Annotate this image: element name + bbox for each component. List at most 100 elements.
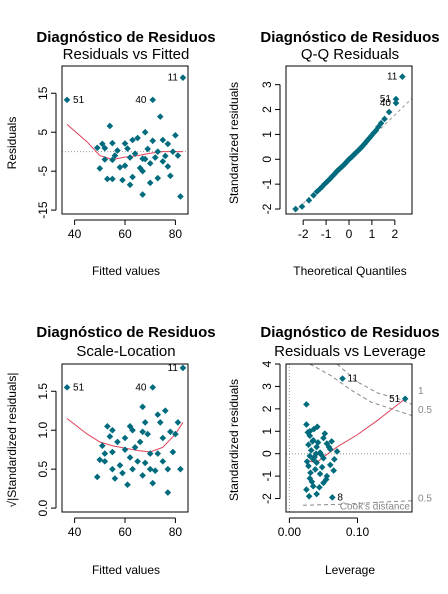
data-point <box>141 459 149 467</box>
data-point <box>320 454 327 462</box>
y-tick-label: 3 <box>260 81 274 88</box>
data-point <box>156 113 164 120</box>
data-point <box>159 434 167 442</box>
data-point <box>126 423 134 430</box>
panel-title: Diagnóstico de Residuos <box>36 29 215 46</box>
data-point <box>111 152 119 159</box>
y-tick-label: -1 <box>260 178 274 189</box>
data-point <box>307 469 314 477</box>
data-point <box>303 458 311 465</box>
data-point <box>126 181 134 189</box>
data-point <box>316 185 323 193</box>
data-point <box>177 193 184 200</box>
data-point <box>151 154 159 161</box>
data-point <box>314 423 321 431</box>
data-point <box>141 128 149 136</box>
data-point <box>368 132 375 139</box>
y-tick-label: 4 <box>260 360 274 367</box>
point-label: 40 <box>135 382 147 393</box>
data-point <box>131 150 139 157</box>
data-point <box>313 459 320 466</box>
data-point <box>392 95 400 103</box>
data-point <box>139 428 146 436</box>
y-tick-label: -2 <box>260 493 274 504</box>
data-point <box>146 160 154 167</box>
data-point <box>328 438 335 445</box>
data-point <box>146 450 154 457</box>
data-point <box>93 473 101 481</box>
data-point <box>99 442 106 450</box>
x-tick-label: 1 <box>369 227 376 241</box>
data-point <box>179 364 187 372</box>
data-point <box>114 438 121 446</box>
plot-frame <box>285 65 413 215</box>
data-point <box>154 174 162 182</box>
data-point <box>159 136 167 144</box>
cooks-contour-label: 1 <box>418 386 424 397</box>
y-tick-label: 1.0 <box>36 422 50 439</box>
data-point <box>93 144 101 152</box>
data-point <box>174 152 182 159</box>
plot-frame <box>61 65 189 215</box>
data-point <box>172 430 179 438</box>
y-tick-label: 0.0 <box>36 499 50 516</box>
data-point <box>318 463 326 471</box>
data-point <box>330 467 337 474</box>
data-point <box>307 447 315 454</box>
data-point <box>63 96 71 104</box>
point-label: 11 <box>168 73 179 84</box>
data-point <box>136 438 144 446</box>
data-point <box>313 188 321 195</box>
y-axis-label: √|Standardized residuals| <box>5 373 19 508</box>
data-point <box>322 476 330 483</box>
data-point <box>314 439 322 446</box>
data-point <box>139 403 146 411</box>
data-point <box>96 456 104 464</box>
data-point <box>164 489 172 496</box>
residuals-vs-fitted-panel: Diagnóstico de Residuos Residuals vs Fit… <box>5 29 216 278</box>
data-point <box>159 158 167 165</box>
y-axis-label: Standardized residuals <box>227 82 241 204</box>
data-point <box>306 475 314 482</box>
panel-subtitle: Q-Q Residuals <box>301 46 399 63</box>
data-point <box>129 136 136 144</box>
panel-title: Diagnóstico de Residuos <box>260 29 439 46</box>
data-point <box>305 197 313 204</box>
data-point <box>116 163 124 171</box>
data-point <box>139 167 146 175</box>
data-point <box>313 490 320 498</box>
data-point <box>106 433 114 440</box>
data-point <box>377 119 385 127</box>
qq-reference-line <box>291 97 412 214</box>
data-point <box>303 486 310 493</box>
data-point <box>162 407 169 415</box>
data-point <box>312 450 320 457</box>
x-tick-label: 2 <box>391 227 398 241</box>
data-point <box>179 74 187 81</box>
data-point <box>146 465 154 473</box>
data-point <box>298 203 306 210</box>
data-point <box>156 419 164 426</box>
data-point <box>381 115 388 123</box>
data-point <box>146 179 154 187</box>
x-axis-label: Fitted values <box>92 264 160 278</box>
data-point <box>126 454 134 461</box>
data-point <box>364 136 372 144</box>
data-point <box>63 384 71 391</box>
data-point <box>144 430 151 438</box>
data-point <box>331 456 338 463</box>
data-point <box>134 134 141 142</box>
y-tick-label: -5 <box>36 165 50 176</box>
data-point <box>139 191 146 198</box>
point-label: 11 <box>387 72 398 83</box>
panel-subtitle: Residuals vs Leverage <box>274 343 426 360</box>
data-point <box>323 472 331 480</box>
data-point <box>172 132 179 139</box>
data-point <box>306 452 314 460</box>
y-tick-label: 1.5 <box>36 383 50 400</box>
data-point <box>134 458 141 465</box>
x-tick-label: 0 <box>346 227 353 241</box>
data-point <box>326 461 334 469</box>
y-tick-label: 0 <box>260 156 274 163</box>
